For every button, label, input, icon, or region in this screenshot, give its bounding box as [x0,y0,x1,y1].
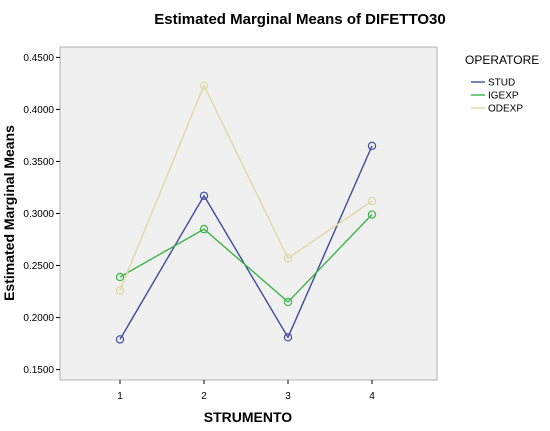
data-point-odexp [115,286,125,295]
x-tick-label: 1 [117,391,123,402]
data-point-odexp [199,81,209,90]
series-line-odexp [119,83,373,291]
legend-label-stud: STUD [488,78,515,89]
x-tick-label: 2 [201,391,207,402]
plot-area [59,46,438,381]
data-point-igexp [367,210,377,219]
data-point-odexp [283,254,293,263]
data-point-igexp [283,297,293,307]
data-point-igexp [199,224,209,234]
data-point-stud [115,335,125,344]
y-tick-label: 0.1500 [23,365,54,376]
series-line-igexp [119,214,373,303]
y-tick-label: 0.2500 [23,261,54,272]
series-lines [119,83,373,340]
y-tick-label: 0.3000 [23,209,54,220]
y-tick-label: 0.2000 [23,313,54,324]
data-point-stud [367,141,377,151]
data-point-stud [199,191,209,201]
y-tick-label: 0.4500 [23,53,54,64]
data-point-stud [283,333,293,342]
x-tick-label: 3 [285,391,291,402]
data-point-odexp [367,196,377,206]
legend: OPERATORE STUD IGEXP ODEXP [465,53,539,115]
y-tick-label: 0.4000 [23,105,54,116]
y-axis-ticks: 0.1500 0.2000 0.2500 0.3000 0.3500 0.4000 0.45… [23,53,60,376]
series-line-stud [119,145,373,340]
legend-label-igexp: IGEXP [488,91,519,102]
legend-items: STUD IGEXP ODEXP [471,78,523,115]
series-markers [115,81,377,344]
legend-title: OPERATORE [465,53,539,67]
x-axis-title: STRUMENTO [204,409,293,425]
y-axis-title: Estimated Marginal Means [1,125,17,301]
x-tick-label: 4 [369,391,375,402]
chart-title: Estimated Marginal Means of DIFETTO30 [154,11,445,28]
data-point-igexp [115,272,125,282]
x-axis-ticks: 1 2 3 4 [117,380,375,402]
y-tick-label: 0.3500 [23,157,54,168]
legend-label-odexp: ODEXP [488,104,523,115]
